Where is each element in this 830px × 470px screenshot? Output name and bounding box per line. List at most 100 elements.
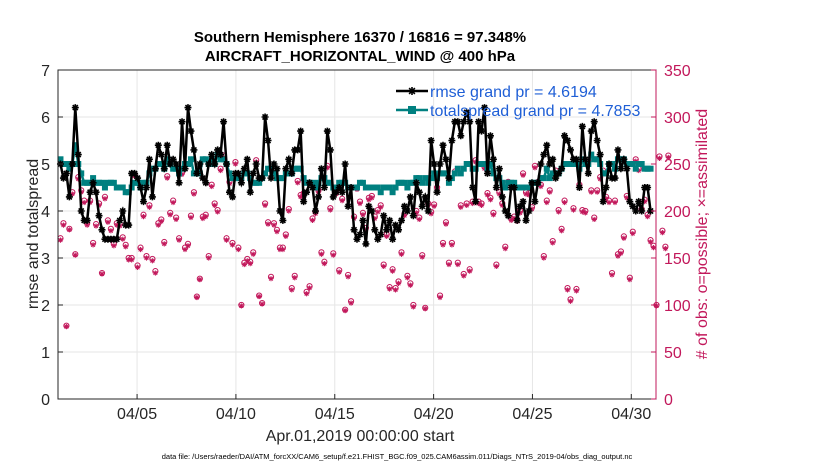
rmse-point xyxy=(282,165,290,173)
x-tick-label: 04/15 xyxy=(315,406,355,423)
rmse-point xyxy=(68,160,76,168)
rmse-point xyxy=(528,179,536,187)
rmse-point xyxy=(142,184,150,191)
obs-assimilated-marker xyxy=(99,271,105,277)
rmse-point xyxy=(481,104,489,112)
obs-assimilated-marker xyxy=(206,255,212,261)
totalspread-point xyxy=(445,179,452,186)
obs-assimilated-marker xyxy=(170,199,176,206)
rmse-point xyxy=(599,198,607,206)
rmse-point xyxy=(139,198,147,206)
rmse-point xyxy=(326,146,334,154)
obs-assimilated-marker xyxy=(182,246,188,253)
rmse-point xyxy=(412,179,420,187)
obs-assimilated-marker xyxy=(289,287,295,293)
rmse-point xyxy=(454,118,462,126)
obs-assimilated-marker xyxy=(134,264,141,270)
rmse-point xyxy=(134,174,142,182)
obs-assimilated-marker xyxy=(422,306,428,312)
obs-assimilated-marker xyxy=(404,275,411,281)
obs-assimilated-marker xyxy=(217,167,224,174)
rmse-point xyxy=(478,127,486,135)
rmse-point xyxy=(611,174,619,182)
obs-assimilated-marker xyxy=(176,237,182,243)
obs-assimilated-marker xyxy=(517,210,523,216)
obs-assimilated-marker xyxy=(247,261,253,267)
obs-assimilated-marker xyxy=(659,230,666,236)
rmse-point xyxy=(374,235,382,243)
rmse-point xyxy=(383,226,391,234)
obs-assimilated-marker xyxy=(292,275,298,281)
totalspread-point xyxy=(101,184,108,191)
totalspread-point xyxy=(98,179,105,186)
obs-assimilated-marker xyxy=(72,252,78,258)
obs-assimilated-marker xyxy=(303,291,310,297)
rmse-point xyxy=(377,231,385,238)
totalspread-point xyxy=(457,170,464,177)
rmse-point xyxy=(403,207,411,215)
obs-assimilated-marker xyxy=(559,228,565,234)
totalspread-point xyxy=(270,170,277,177)
obs-assimilated-marker xyxy=(384,233,390,239)
obs-assimilated-marker xyxy=(60,222,67,228)
rmse-point xyxy=(489,155,497,163)
rmse-point xyxy=(564,137,572,144)
rmse-point xyxy=(448,137,456,144)
legend-spread-label: totalspread grand pr = 4.7853 xyxy=(430,103,640,120)
rmse-point xyxy=(119,207,127,215)
x-tick-label: 04/30 xyxy=(611,406,651,423)
obs-assimilated-marker xyxy=(594,189,600,195)
rmse-point xyxy=(151,165,159,173)
totalspread-point xyxy=(63,161,70,167)
rmse-point xyxy=(552,174,560,182)
totalspread-point xyxy=(460,165,467,172)
obs-assimilated-marker xyxy=(336,269,342,275)
obs-assimilated-marker xyxy=(223,237,230,243)
totalspread-point xyxy=(487,161,494,167)
obs-assimilated-marker xyxy=(496,191,502,197)
y-right-tick-label: 100 xyxy=(664,298,691,315)
rmse-point xyxy=(466,118,474,126)
y-tick-label: 6 xyxy=(41,110,50,127)
obs-assimilated-marker xyxy=(137,246,144,253)
obs-assimilated-marker xyxy=(164,175,170,181)
totalspread-point xyxy=(226,170,233,177)
obs-assimilated-marker xyxy=(259,301,265,307)
rmse-point xyxy=(433,188,441,196)
obs-assimilated-marker xyxy=(567,298,574,304)
rmse-point xyxy=(424,207,432,215)
rmse-point xyxy=(558,165,566,173)
rmse-point xyxy=(217,151,225,159)
obs-assimilated-marker xyxy=(345,274,351,280)
rmse-point xyxy=(71,104,79,112)
obs-assimilated-marker xyxy=(295,180,301,186)
obs-assimilated-marker xyxy=(330,252,336,258)
rmse-point xyxy=(362,240,370,248)
legend-rmse-star xyxy=(408,87,416,95)
x-tick-label: 04/25 xyxy=(512,406,552,423)
rmse-point xyxy=(62,169,70,177)
obs-assimilated-marker xyxy=(499,202,505,208)
rmse-point xyxy=(635,198,643,206)
obs-assimilated-marker xyxy=(508,217,514,223)
obs-assimilated-marker xyxy=(324,165,330,171)
y-right-tick-label: 50 xyxy=(664,345,682,362)
rmse-point xyxy=(546,160,554,168)
rmse-point xyxy=(273,165,281,173)
totalspread-point xyxy=(416,175,423,182)
rmse-point xyxy=(314,193,322,201)
y-axis-right-label: # of obs: o=possible; ×=assimilated xyxy=(694,109,711,359)
obs-assimilated-marker xyxy=(609,272,615,278)
obs-assimilated-marker xyxy=(306,285,313,291)
rmse-point xyxy=(184,104,192,112)
totalspread-point xyxy=(588,151,595,158)
rmse-point xyxy=(199,174,207,182)
rmse-point xyxy=(285,155,293,163)
obs-assimilated-marker xyxy=(493,263,499,270)
obs-assimilated-marker xyxy=(606,199,612,206)
rmse-point xyxy=(421,193,429,201)
rmse-point xyxy=(400,202,408,210)
obs-assimilated-marker xyxy=(66,227,72,233)
obs-assimilated-marker xyxy=(461,273,467,279)
obs-assimilated-marker xyxy=(209,183,215,190)
